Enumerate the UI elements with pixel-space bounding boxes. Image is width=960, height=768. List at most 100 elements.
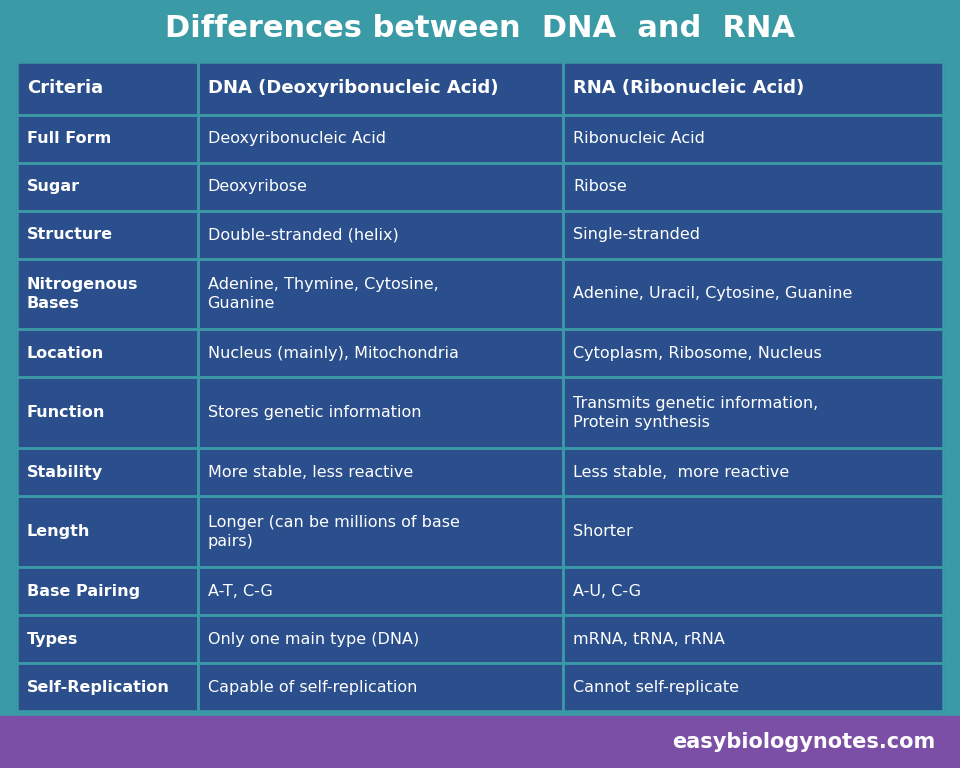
Bar xyxy=(564,496,943,567)
Text: Nitrogenous
Bases: Nitrogenous Bases xyxy=(27,276,138,311)
Text: RNA (Ribonucleic Acid): RNA (Ribonucleic Acid) xyxy=(573,79,804,98)
Bar xyxy=(198,62,564,114)
Text: Base Pairing: Base Pairing xyxy=(27,584,140,598)
Bar xyxy=(198,663,564,711)
Bar xyxy=(0,716,960,768)
Bar xyxy=(17,210,198,259)
Bar xyxy=(564,377,943,449)
Text: Deoxyribonucleic Acid: Deoxyribonucleic Acid xyxy=(207,131,386,146)
Bar xyxy=(198,496,564,567)
Bar xyxy=(17,114,198,163)
Text: Transmits genetic information,
Protein synthesis: Transmits genetic information, Protein s… xyxy=(573,396,819,430)
Bar xyxy=(198,259,564,329)
Bar xyxy=(17,496,198,567)
Bar xyxy=(564,259,943,329)
Bar xyxy=(564,615,943,663)
Bar xyxy=(564,663,943,711)
Text: Double-stranded (helix): Double-stranded (helix) xyxy=(207,227,398,242)
Text: Ribose: Ribose xyxy=(573,179,627,194)
Text: Shorter: Shorter xyxy=(573,524,633,539)
Text: Differences between  DNA  and  RNA: Differences between DNA and RNA xyxy=(165,14,795,43)
Text: Cytoplasm, Ribosome, Nucleus: Cytoplasm, Ribosome, Nucleus xyxy=(573,346,822,361)
Bar xyxy=(198,259,564,329)
Bar xyxy=(17,449,198,496)
Bar xyxy=(198,114,564,163)
Bar xyxy=(564,377,943,449)
Text: Location: Location xyxy=(27,346,105,361)
Bar xyxy=(198,615,564,663)
Text: Nucleus (mainly), Mitochondria: Nucleus (mainly), Mitochondria xyxy=(207,346,459,361)
Bar xyxy=(564,259,943,329)
Bar xyxy=(564,615,943,663)
Text: Function: Function xyxy=(27,406,106,420)
Text: A-T, C-G: A-T, C-G xyxy=(207,584,273,598)
Text: Longer (can be millions of base
pairs): Longer (can be millions of base pairs) xyxy=(207,515,460,548)
Bar xyxy=(0,0,960,57)
Text: Cannot self-replicate: Cannot self-replicate xyxy=(573,680,739,694)
Text: Adenine, Uracil, Cytosine, Guanine: Adenine, Uracil, Cytosine, Guanine xyxy=(573,286,852,302)
Bar xyxy=(564,329,943,377)
Text: Stability: Stability xyxy=(27,465,103,480)
Text: Types: Types xyxy=(27,631,79,647)
Bar xyxy=(17,259,198,329)
Bar xyxy=(17,62,198,114)
Bar xyxy=(198,663,564,711)
Bar xyxy=(564,663,943,711)
Bar xyxy=(17,377,198,449)
Text: Deoxyribose: Deoxyribose xyxy=(207,179,307,194)
Text: More stable, less reactive: More stable, less reactive xyxy=(207,465,413,480)
Bar xyxy=(564,163,943,210)
Text: Self-Replication: Self-Replication xyxy=(27,680,170,694)
Bar xyxy=(564,163,943,210)
Bar xyxy=(198,329,564,377)
Text: Sugar: Sugar xyxy=(27,179,80,194)
Bar xyxy=(17,567,198,615)
Text: Capable of self-replication: Capable of self-replication xyxy=(207,680,417,694)
Bar xyxy=(198,449,564,496)
Bar xyxy=(198,163,564,210)
Text: Criteria: Criteria xyxy=(27,79,103,98)
Bar xyxy=(17,259,198,329)
Text: Less stable,  more reactive: Less stable, more reactive xyxy=(573,465,789,480)
Bar xyxy=(198,496,564,567)
Bar xyxy=(564,210,943,259)
Text: Length: Length xyxy=(27,524,90,539)
Text: mRNA, tRNA, rRNA: mRNA, tRNA, rRNA xyxy=(573,631,725,647)
Bar xyxy=(17,329,198,377)
Bar xyxy=(198,62,564,114)
Bar xyxy=(17,615,198,663)
Bar xyxy=(198,377,564,449)
Bar xyxy=(17,449,198,496)
Bar xyxy=(17,163,198,210)
Bar xyxy=(17,663,198,711)
Bar xyxy=(17,329,198,377)
Bar xyxy=(564,114,943,163)
Bar xyxy=(198,210,564,259)
Bar xyxy=(198,615,564,663)
Bar xyxy=(198,114,564,163)
Bar xyxy=(564,62,943,114)
Bar xyxy=(564,449,943,496)
Bar xyxy=(17,496,198,567)
Text: Ribonucleic Acid: Ribonucleic Acid xyxy=(573,131,706,146)
Bar xyxy=(564,449,943,496)
Text: Adenine, Thymine, Cytosine,
Guanine: Adenine, Thymine, Cytosine, Guanine xyxy=(207,276,439,311)
Bar xyxy=(564,329,943,377)
Bar xyxy=(17,663,198,711)
Bar xyxy=(564,114,943,163)
Bar xyxy=(564,210,943,259)
Bar xyxy=(198,567,564,615)
Text: Full Form: Full Form xyxy=(27,131,111,146)
Text: DNA (Deoxyribonucleic Acid): DNA (Deoxyribonucleic Acid) xyxy=(207,79,498,98)
Bar xyxy=(564,496,943,567)
Bar xyxy=(198,329,564,377)
Text: A-U, C-G: A-U, C-G xyxy=(573,584,641,598)
Text: Stores genetic information: Stores genetic information xyxy=(207,406,421,420)
Bar xyxy=(198,449,564,496)
Bar xyxy=(564,567,943,615)
Text: Single-stranded: Single-stranded xyxy=(573,227,701,242)
Bar xyxy=(198,567,564,615)
Bar xyxy=(17,210,198,259)
Bar xyxy=(198,377,564,449)
Bar xyxy=(17,114,198,163)
